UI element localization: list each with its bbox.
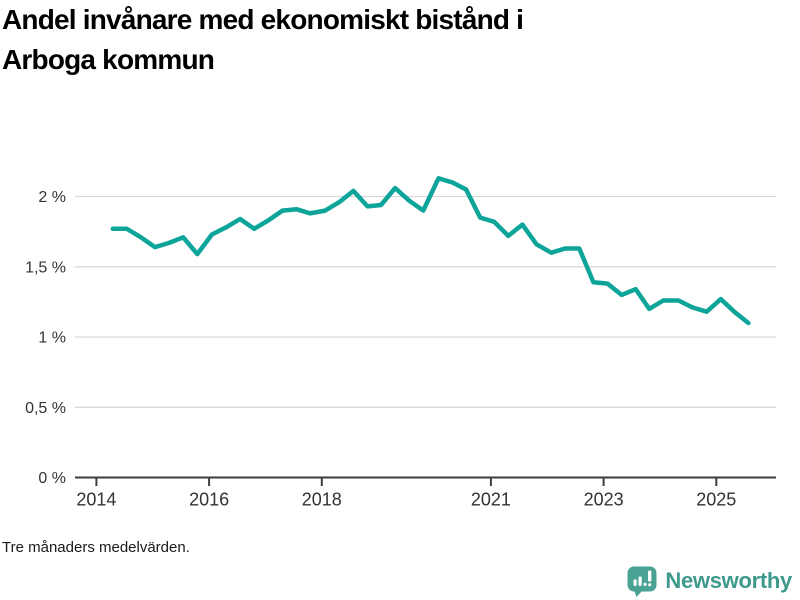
x-tick-label: 2025 bbox=[696, 490, 736, 510]
y-tick-label: 1,5 % bbox=[25, 259, 66, 276]
dot-icon bbox=[644, 582, 648, 586]
x-tick-label: 2021 bbox=[471, 490, 511, 510]
x-tick-label: 2023 bbox=[584, 490, 624, 510]
bar-medium-icon bbox=[638, 576, 643, 586]
chart-title: Andel invånare med ekonomiskt bistånd i … bbox=[2, 4, 524, 75]
newsworthy-logo[interactable]: Newsworthy bbox=[626, 565, 792, 597]
bar-short-icon bbox=[633, 579, 638, 586]
brand-name: Newsworthy bbox=[665, 568, 792, 593]
y-tick-label: 2 % bbox=[38, 189, 66, 206]
bar-chart-speech-bubble-icon bbox=[627, 566, 657, 597]
x-tick-label: 2016 bbox=[189, 490, 229, 510]
y-tick-label: 0,5 % bbox=[25, 400, 66, 417]
exclamation-dot-icon bbox=[648, 583, 652, 587]
y-tick-label: 1 % bbox=[38, 330, 66, 347]
x-tick-label: 2014 bbox=[76, 490, 116, 510]
data-line bbox=[110, 176, 751, 326]
x-tick-label: 2018 bbox=[302, 490, 342, 510]
y-tick-label: 0 % bbox=[38, 470, 66, 487]
exclamation-bar-icon bbox=[648, 570, 652, 582]
chart-footnote: Tre månaders medelvärden. bbox=[2, 539, 190, 556]
